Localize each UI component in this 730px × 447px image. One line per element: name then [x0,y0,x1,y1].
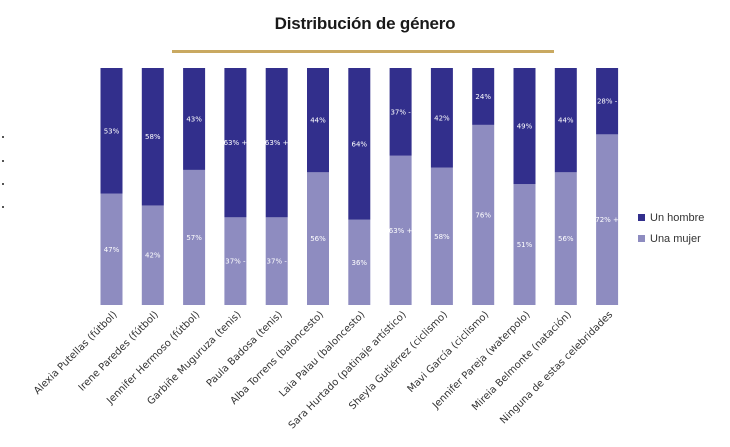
category-label: Irene Paredes (fútbol) [76,309,161,394]
data-label-hombre: 43% [186,115,202,123]
title-divider [172,50,554,53]
bar-segment-hombre [513,68,536,185]
bar-segment-mujer [596,134,619,305]
bar-segment-mujer [224,217,247,305]
bar-segment-hombre [183,68,206,170]
category-label: Alexia Putellas (fútbol) [31,309,119,397]
side-mark [2,160,4,162]
bar-segment-mujer [389,155,412,305]
legend: Un hombre Una mujer [638,212,704,245]
data-label-mujer: 56% [310,235,326,243]
chart-title: Distribución de género [274,14,456,33]
side-mark [2,136,4,138]
data-label-mujer: 47% [104,246,120,254]
bar-segment-mujer [100,193,123,305]
data-label-mujer: 37% - [225,258,246,266]
data-label-hombre: 64% [352,140,368,148]
data-label-hombre: 63% + [224,139,248,147]
bar-segment-hombre [348,68,371,220]
data-label-hombre: 58% [145,133,161,141]
side-mark [2,183,4,185]
bar-segment-hombre [141,68,164,206]
legend-label: Un hombre [650,212,704,224]
data-label-mujer: 51% [517,241,533,249]
bar-segment-hombre [265,68,288,218]
data-label-mujer: 58% [434,233,450,241]
side-mark [2,206,4,208]
data-label-mujer: 36% [352,259,368,267]
bar-segment-mujer [265,217,288,305]
data-label-hombre: 44% [558,117,574,125]
bar-segment-mujer [554,172,577,305]
category-label: Laia Palau (baloncesto) [277,309,367,399]
bar-segment-mujer [307,172,329,305]
bars-group: 47% 53% 42% 58% 57% 43% 37% - 63% + 37% - 63% + 56… [100,68,619,305]
legend-label: Una mujer [650,233,701,245]
bar-segment-mujer [472,124,495,305]
bar-segment-hombre [307,68,329,173]
data-label-hombre: 28% - [597,98,618,106]
legend-swatch [638,235,645,242]
bar-segment-hombre [224,68,247,218]
legend-swatch [638,214,645,221]
category-label: Paula Badosa (tenis) [205,309,285,389]
data-label-hombre: 37% - [390,108,411,116]
bar-segment-hombre [596,68,619,135]
bar-segment-hombre [100,68,123,194]
bar-segment-mujer [141,205,164,305]
bar-segment-hombre [430,68,453,168]
data-label-mujer: 72% + [595,216,619,224]
data-label-mujer: 63% + [389,227,413,235]
bar-segment-hombre [389,68,412,156]
category-labels: Alexia Putellas (fútbol)Irene Paredes (f… [31,309,615,432]
bar-segment-hombre [472,68,495,125]
bar-segment-mujer [348,219,371,305]
data-label-hombre: 63% + [265,139,289,147]
data-label-mujer: 37% - [267,258,288,266]
category-label: Mavi García (ciclismo) [405,309,491,395]
data-label-hombre: 53% [104,127,120,135]
bar-segment-mujer [430,167,453,305]
bar-segment-mujer [513,184,536,305]
bar-segment-hombre [554,68,577,173]
data-label-mujer: 56% [558,235,574,243]
data-label-hombre: 42% [434,114,450,122]
bar-segment-mujer [183,169,206,305]
data-label-mujer: 42% [145,252,161,260]
data-label-hombre: 49% [517,123,533,131]
data-label-mujer: 57% [186,234,202,242]
data-label-hombre: 44% [310,117,326,125]
data-label-hombre: 24% [475,93,491,101]
data-label-mujer: 76% [475,211,491,219]
